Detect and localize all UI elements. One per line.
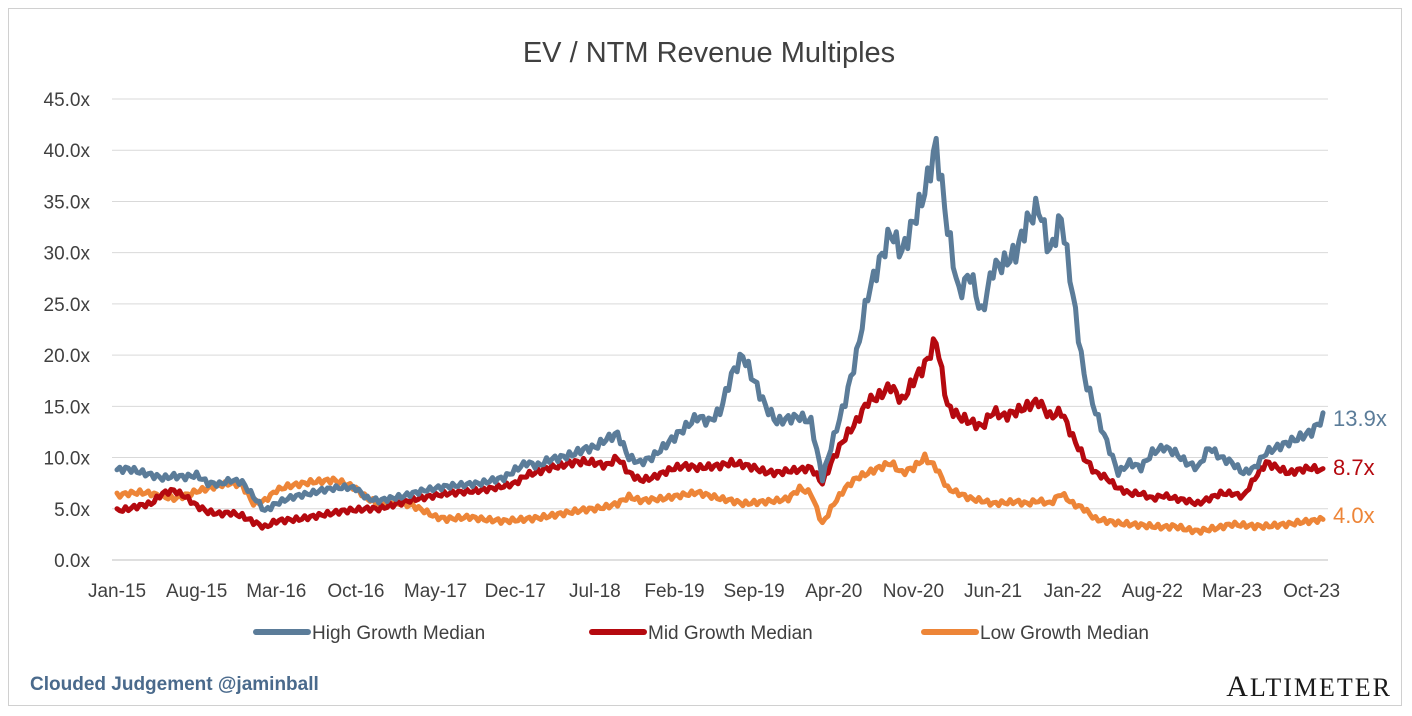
x-tick-label: Jun-21	[964, 581, 1022, 602]
y-tick-label: 35.0x	[44, 192, 91, 213]
x-tick-label: Oct-16	[327, 581, 384, 602]
x-tick-label: Dec-17	[485, 581, 546, 602]
x-tick-label: Apr-20	[805, 581, 862, 602]
x-tick-label: Aug-15	[166, 581, 227, 602]
x-tick-label: Oct-23	[1283, 581, 1340, 602]
end-value-label: 4.0x	[1333, 503, 1375, 528]
x-axis: Jan-15 Aug-15 Mar-16 Oct-16 May-17 Dec-17 Jul-…	[88, 581, 1340, 602]
series-lines	[114, 135, 1326, 536]
series-line-low-growth-median	[114, 451, 1326, 536]
x-tick-label: Aug-22	[1122, 581, 1183, 602]
y-tick-label: 15.0x	[44, 397, 91, 418]
x-tick-label: May-17	[404, 581, 467, 602]
series-line-high-growth-median	[114, 135, 1326, 513]
y-axis: 0.0x 5.0x 10.0x 15.0x 20.0x 25.0x 30.0x 35.0x 40…	[44, 90, 91, 572]
y-tick-label: 5.0x	[54, 500, 90, 521]
x-tick-label: Jul-18	[569, 581, 621, 602]
x-tick-label: Jan-15	[88, 581, 146, 602]
y-tick-label: 25.0x	[44, 295, 91, 316]
legend-label: High Growth Median	[312, 623, 485, 644]
chart-title: EV / NTM Revenue Multiples	[523, 37, 895, 69]
y-tick-label: 0.0x	[54, 551, 90, 572]
brand-logo: ALTIMETER	[1226, 670, 1392, 703]
x-tick-label: Nov-20	[883, 581, 944, 602]
legend-label: Mid Growth Median	[648, 623, 813, 644]
chart-frame	[8, 8, 1402, 706]
y-tick-label: 45.0x	[44, 90, 91, 111]
x-tick-label: Mar-23	[1202, 581, 1262, 602]
y-tick-label: 40.0x	[44, 141, 91, 162]
legend-label: Low Growth Median	[980, 623, 1149, 644]
footer-credit: Clouded Judgement @jaminball	[30, 674, 319, 695]
x-tick-label: Mar-16	[246, 581, 306, 602]
y-tick-label: 20.0x	[44, 346, 91, 367]
end-value-label: 8.7x	[1333, 455, 1375, 480]
legend: High Growth Median Mid Growth Median Low G…	[253, 623, 1149, 644]
series-line-mid-growth-median	[114, 336, 1326, 531]
x-tick-label: Sep-19	[723, 581, 784, 602]
grid	[112, 98, 1328, 561]
end-value-label: 13.9x	[1333, 406, 1387, 431]
x-tick-label: Jan-22	[1044, 581, 1102, 602]
x-tick-label: Feb-19	[644, 581, 704, 602]
end-labels: 13.9x 8.7x 4.0x	[1333, 406, 1387, 528]
y-tick-label: 10.0x	[44, 449, 91, 470]
y-tick-label: 30.0x	[44, 244, 91, 265]
